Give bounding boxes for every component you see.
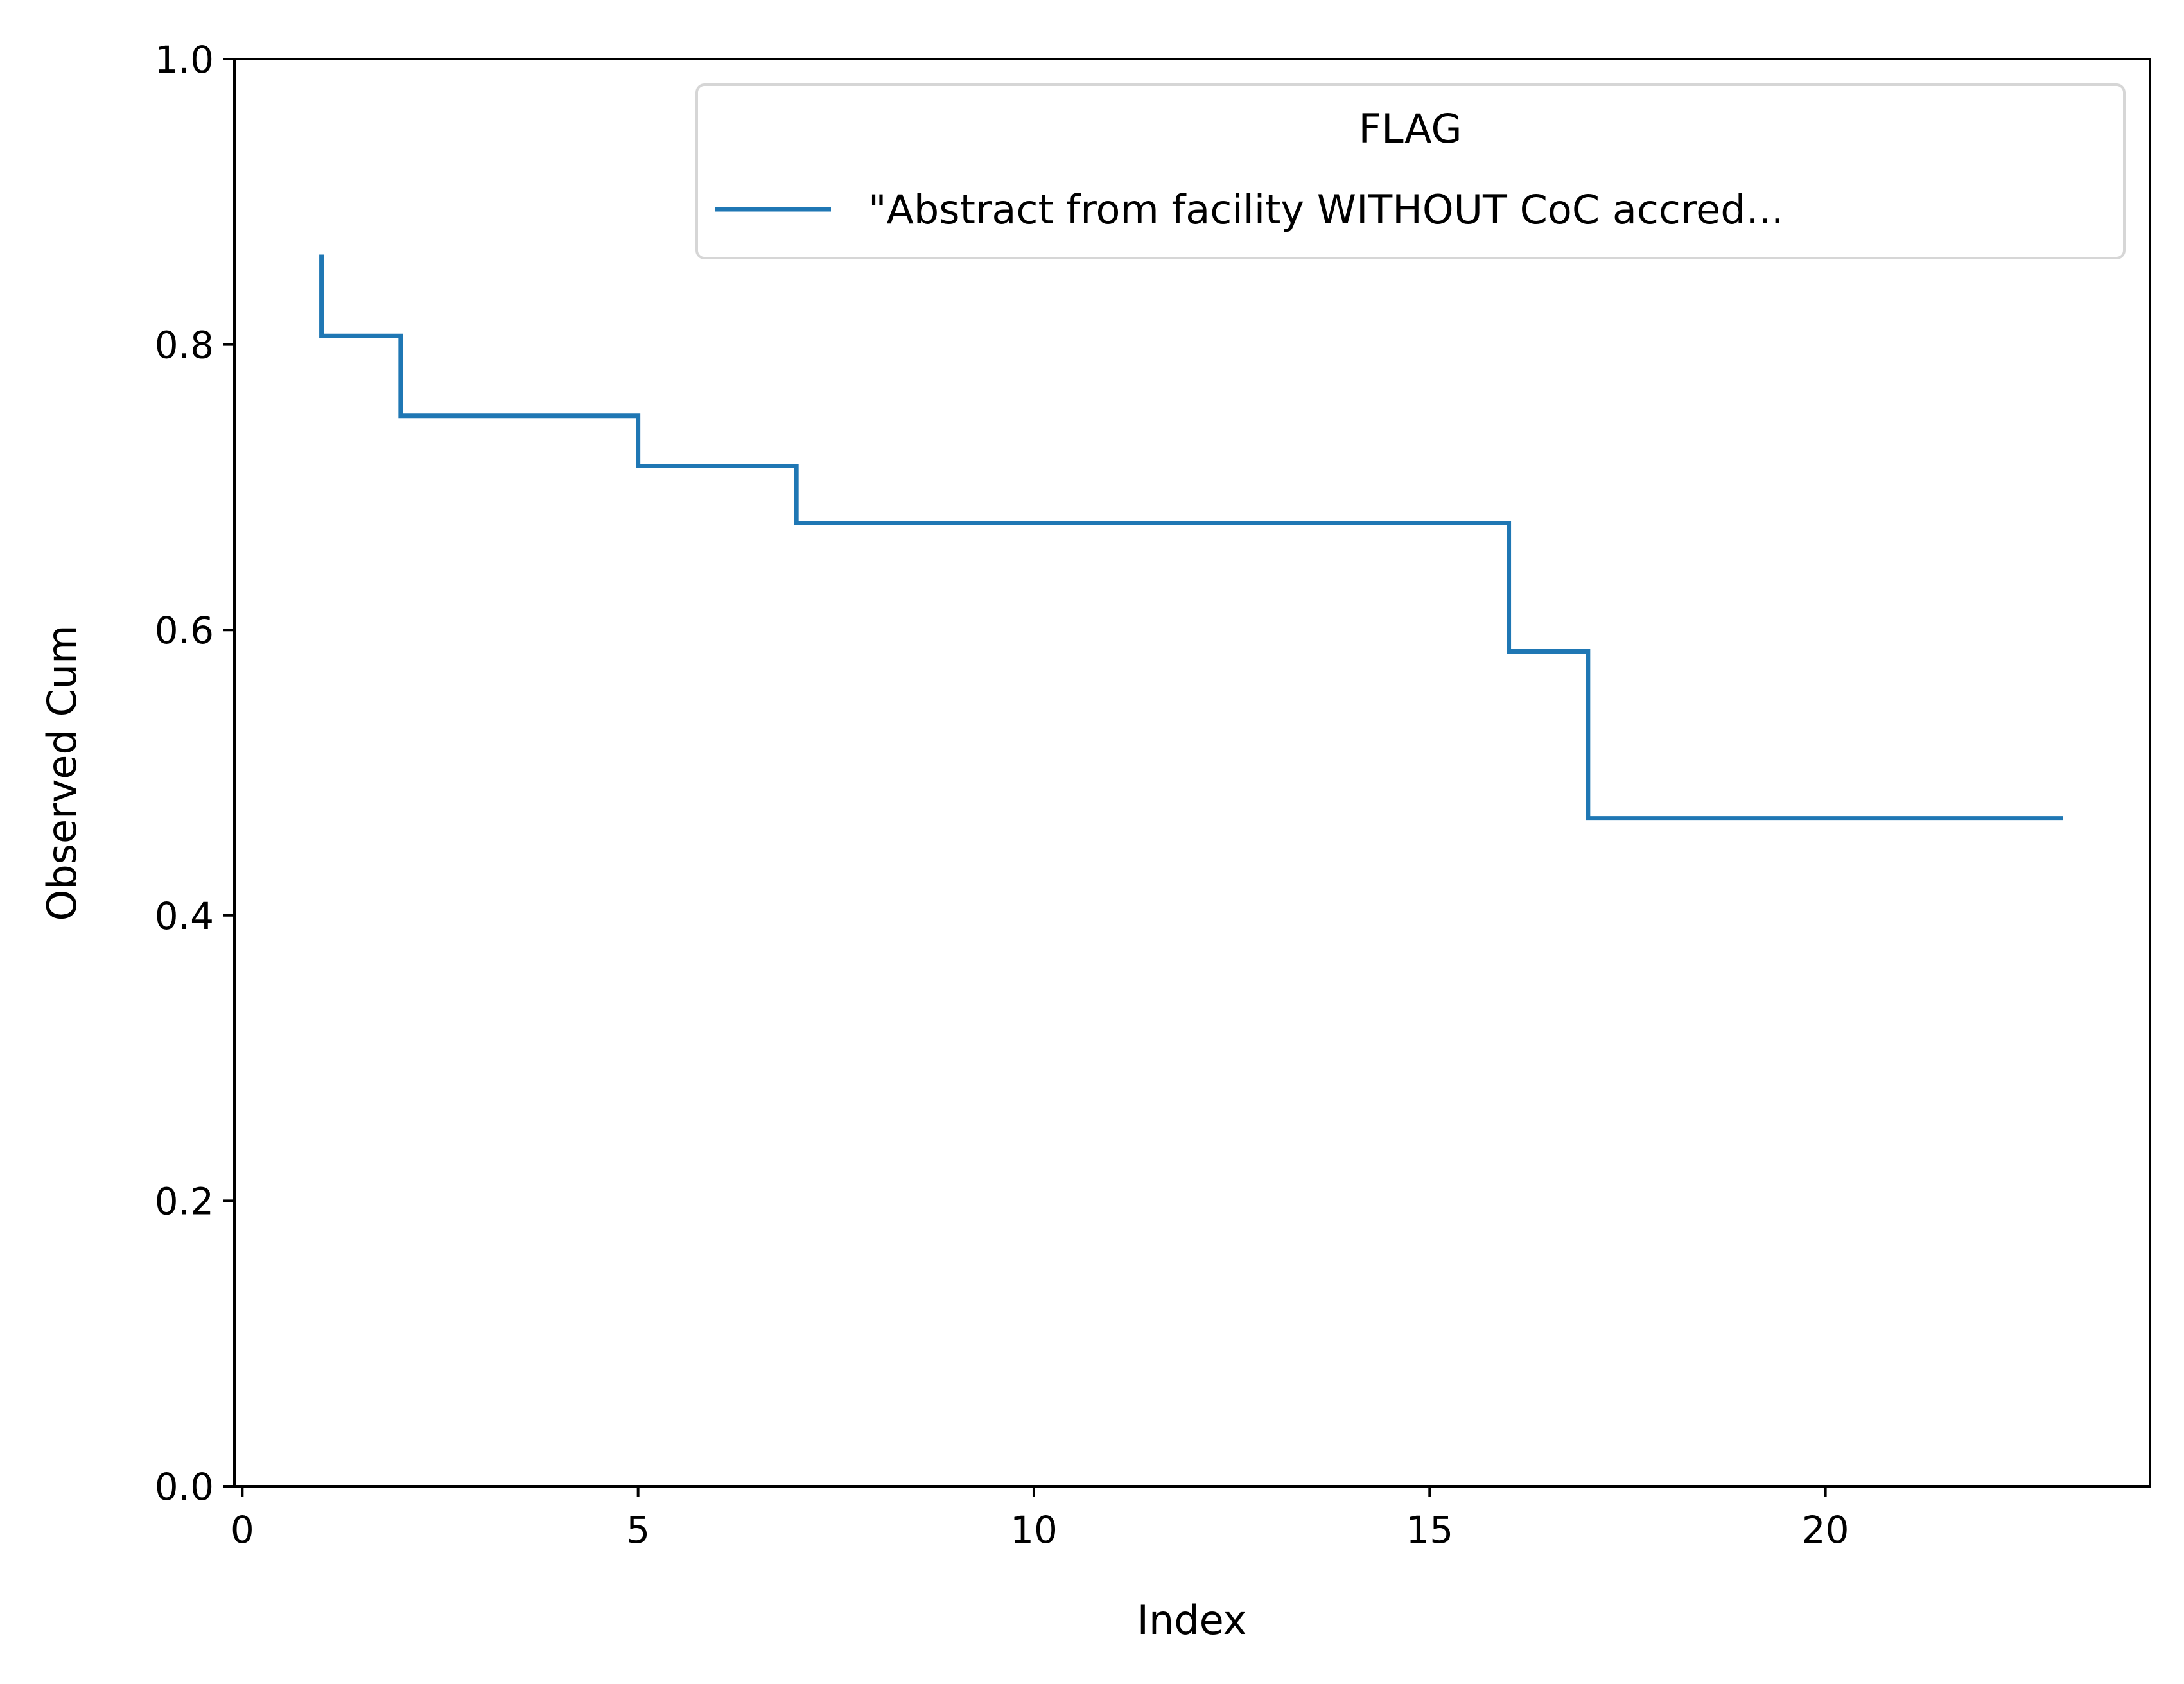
plot-frame xyxy=(233,58,2151,1488)
series-line xyxy=(319,254,2063,821)
y-tick-label: 0.4 xyxy=(155,894,214,938)
y-axis-label: Observed Cum xyxy=(39,625,85,921)
x-tick-label: 0 xyxy=(231,1508,254,1552)
x-tick-label: 10 xyxy=(1010,1508,1058,1552)
plot-background xyxy=(234,59,2150,1486)
legend-box xyxy=(695,83,2126,259)
series-layer xyxy=(319,254,2063,821)
y-tick-label: 0.8 xyxy=(155,324,214,367)
legend-title: FLAG xyxy=(1359,105,1462,152)
x-tick-label: 20 xyxy=(1802,1508,1849,1552)
y-axis: 0.0 0.2 0.4 0.6 0.8 1.0 xyxy=(155,38,234,1509)
x-axis-label: Index xyxy=(1137,1597,1247,1644)
legend-label: "Abstract from facility WITHOUT CoC accr… xyxy=(868,186,1784,233)
y-tick-label: 0.0 xyxy=(155,1465,214,1509)
y-tick-label: 0.6 xyxy=(155,609,214,652)
x-tick-label: 15 xyxy=(1406,1508,1453,1552)
x-axis: 0 5 10 15 20 xyxy=(231,1486,1849,1552)
y-tick-label: 0.2 xyxy=(155,1179,214,1223)
legend: FLAG "Abstract from facility WITHOUT CoC… xyxy=(695,83,2126,259)
x-tick-label: 5 xyxy=(626,1508,650,1552)
y-tick-label: 1.0 xyxy=(155,38,214,82)
